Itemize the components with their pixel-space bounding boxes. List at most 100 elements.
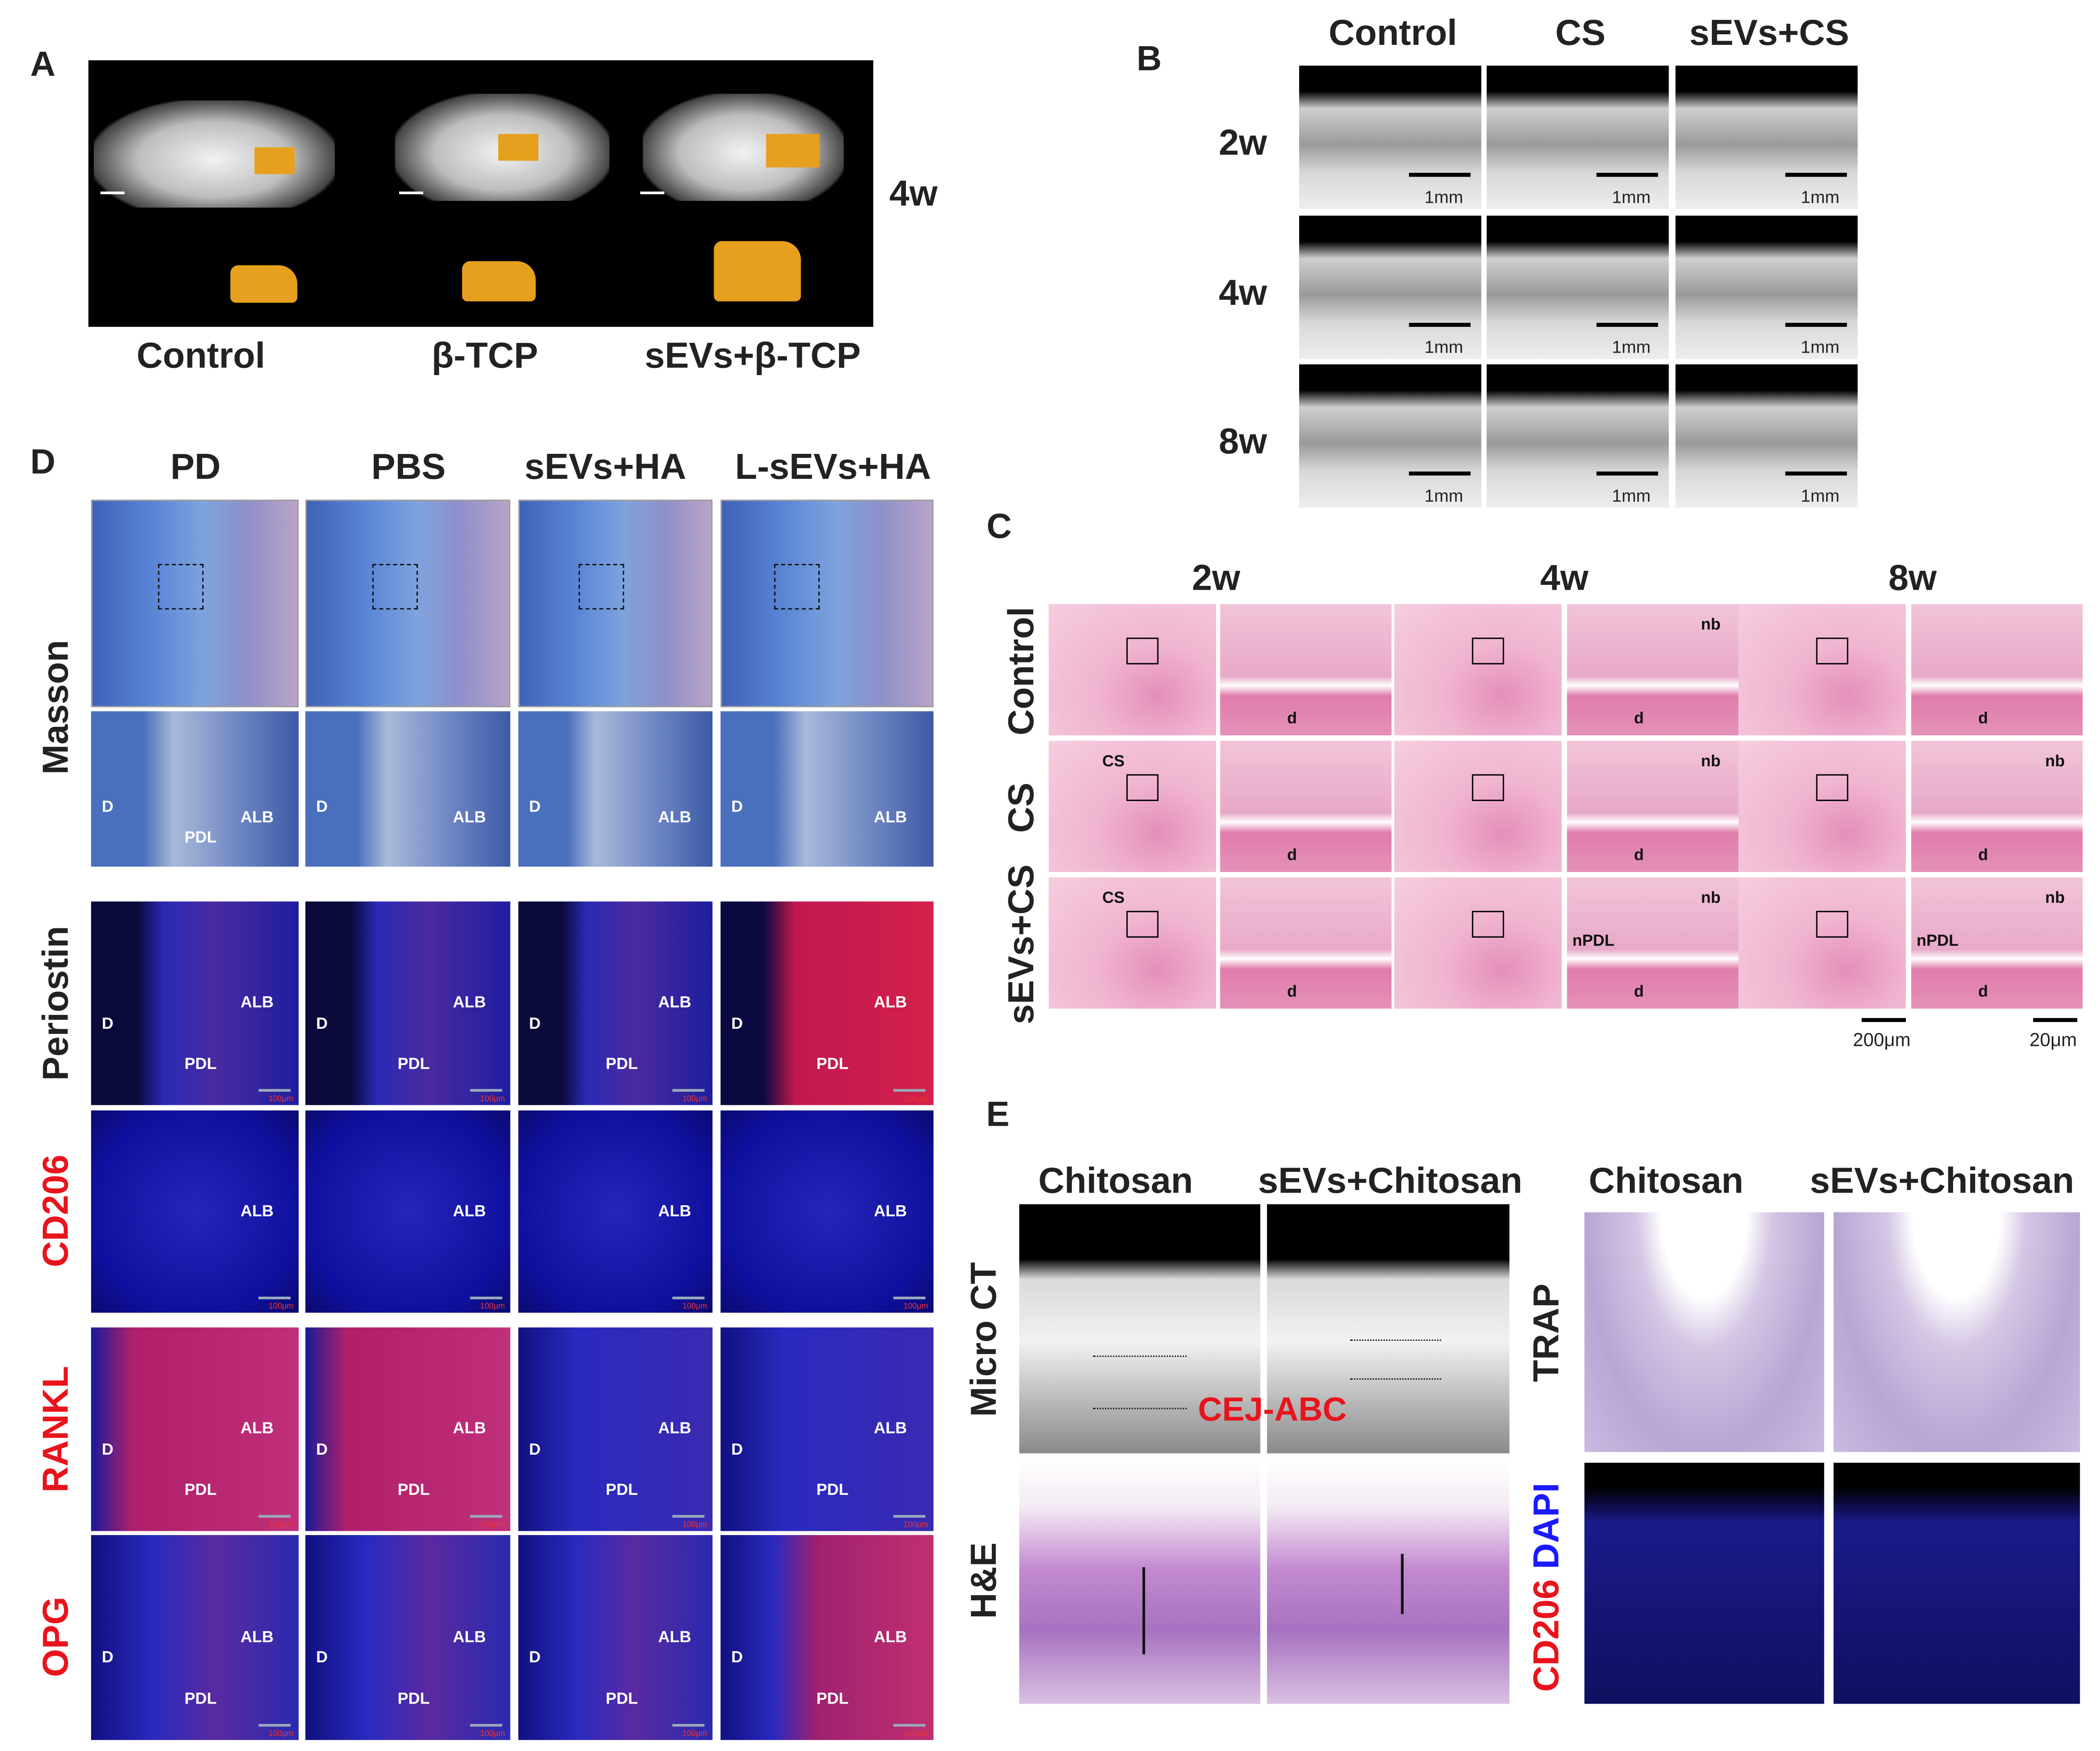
tissue-label: PDL [397, 1054, 430, 1073]
scale-bar [1596, 173, 1658, 177]
defect-region-render [254, 147, 295, 174]
tissue-label: d [1287, 845, 1297, 864]
tissue-label: PDL [184, 828, 217, 847]
scale-bar-20 [2033, 1018, 2078, 1022]
scale-label: 100μm [480, 1522, 505, 1530]
tissue-label: nPDL [1916, 931, 1959, 950]
he-zoom-image: nb nPDL d [1567, 877, 1739, 1009]
scale-bar [672, 1296, 705, 1300]
scale-bar [1596, 323, 1658, 327]
column-label: Chitosan [1038, 1160, 1193, 1201]
trap-image [1584, 1212, 1824, 1452]
scale-bar [1785, 471, 1847, 476]
tissue-label: ALB [658, 807, 691, 826]
column-label: PD [170, 447, 221, 487]
scale-bar [893, 1296, 926, 1300]
tissue-label: D [731, 1013, 743, 1033]
measurement-label: CEJ-ABC [1198, 1391, 1347, 1429]
histology-image [518, 500, 713, 707]
tissue-label: d [1978, 708, 1988, 728]
tissue-label: D [102, 796, 113, 816]
histology-image: 100μm ALB [720, 1110, 934, 1313]
histology-image: 100μm D ALB PDL [518, 1327, 713, 1531]
tissue-label: ALB [658, 1627, 691, 1646]
timepoint-label: 4w [889, 173, 938, 214]
row-label: 2w [1219, 122, 1267, 163]
tissue-label: ALB [874, 1419, 907, 1438]
row-label: CS [1001, 782, 1042, 833]
scale-bar [893, 1515, 926, 1518]
column-label: 4w [1540, 558, 1589, 598]
microct-image [1487, 364, 1669, 508]
inset-box [1816, 911, 1849, 938]
inset-box [1472, 911, 1504, 938]
tissue-label: D [731, 1439, 743, 1458]
he-zoom-image: d [1220, 740, 1392, 872]
stain-cd206: CD206 [1526, 1579, 1567, 1692]
scale-bar [470, 1296, 502, 1300]
tissue-label: PDL [184, 1689, 217, 1708]
panel-label-e: E [986, 1094, 1010, 1134]
histology-image: D PDL ALB [91, 711, 299, 867]
he-zoom-image: nb nPDL d [1911, 877, 2083, 1009]
scale-label: 100μm [480, 1730, 505, 1739]
scale-label: 100μm [480, 1096, 505, 1104]
scale-label: 1mm [1424, 187, 1463, 207]
tissue-label: PDL [816, 1054, 849, 1073]
row-label: Masson [35, 640, 76, 775]
tissue-label: D [316, 1013, 328, 1033]
tissue-label: PDL [184, 1480, 217, 1499]
scale-bar [1409, 323, 1471, 327]
histology-image: 100μm D ALB PDL [305, 901, 511, 1105]
inset-box [1126, 774, 1159, 801]
distance-arrow [1142, 1567, 1145, 1654]
tissue-label: D [529, 1013, 541, 1033]
tissue-label: PDL [605, 1480, 638, 1499]
histology-image [720, 500, 934, 707]
scale-bar [893, 1089, 926, 1092]
tissue-label: CS [1102, 751, 1125, 771]
scale-label: 100μm [268, 1522, 293, 1530]
inset-box [578, 564, 624, 610]
tissue-label: CS [1102, 888, 1125, 907]
cej-abc-outline [1350, 1339, 1441, 1380]
scale-label: 1mm [1424, 337, 1463, 357]
microct-image [1299, 215, 1482, 359]
tissue-label: ALB [240, 1419, 274, 1438]
tissue-label: ALB [453, 1201, 486, 1221]
fluorescence-image [1584, 1463, 1824, 1704]
panel-label-a: A [30, 43, 55, 84]
he-zoom-image: d [1220, 604, 1392, 736]
scale-label: 100μm [268, 1303, 293, 1312]
stain-dapi: DAPI [1526, 1483, 1567, 1569]
tissue-label: ALB [240, 1201, 274, 1221]
inset-box [1816, 638, 1849, 665]
he-overview-image [1049, 604, 1216, 736]
scale-bar [258, 1724, 291, 1727]
bone-graft-render [230, 265, 298, 303]
column-label: 8w [1888, 558, 1937, 598]
tissue-label: D [316, 796, 328, 816]
scale-label: 100μm [903, 1522, 928, 1530]
cej-abc-outline [1093, 1355, 1187, 1409]
he-image [1267, 1458, 1509, 1704]
column-label: sEVs+HA [524, 447, 687, 487]
scale-bar [470, 1515, 502, 1518]
tissue-label: D [731, 796, 743, 816]
histology-image: 100μm ALB [305, 1110, 511, 1313]
scale-bar [258, 1296, 291, 1300]
histology-image: 100μm ALB [518, 1110, 713, 1313]
tissue-label: ALB [874, 1627, 907, 1646]
scale-label: 100μm [480, 1303, 505, 1312]
he-zoom-image: nb d [1567, 740, 1739, 872]
scale-bar-200 [1861, 1018, 1906, 1022]
tissue-label: D [529, 1439, 541, 1458]
defect-region-render [766, 134, 820, 168]
panel-label-c: C [986, 505, 1012, 546]
histology-image [91, 500, 299, 707]
mandible-render [94, 100, 335, 208]
tissue-label: d [1634, 982, 1644, 1001]
he-overview-image [1738, 877, 1906, 1009]
tissue-label: nb [1701, 615, 1721, 634]
he-overview-image [1394, 604, 1562, 736]
